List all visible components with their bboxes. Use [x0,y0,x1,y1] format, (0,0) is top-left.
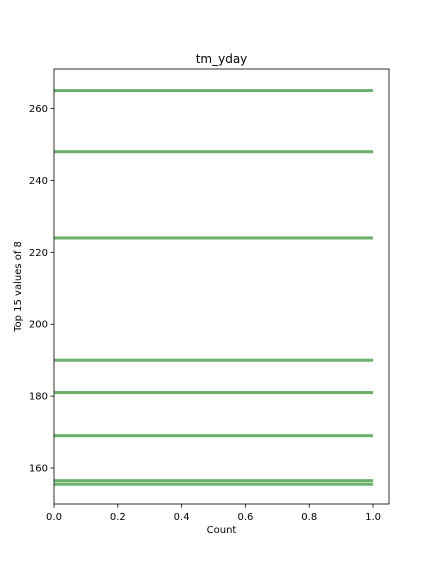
x-axis: 0.0 0.2 0.4 0.6 0.8 1.0 [46,504,381,523]
x-tick-label-4: 0.8 [301,512,317,523]
bar-5 [54,236,374,240]
x-tick-label-2: 0.4 [174,512,190,523]
y-tick-label-1: 180 [29,392,48,403]
y-tick-label-3: 220 [29,248,48,259]
bars-group [54,89,374,486]
y-axis-label: Top 15 values of 8 [13,241,24,333]
x-tick-label-1: 0.2 [110,512,126,523]
y-tick-label-0: 160 [29,464,48,475]
bar-2 [54,434,374,438]
bar-4 [54,358,374,362]
plot-frame [53,68,390,505]
y-tick-label-2: 200 [29,320,48,331]
x-axis-label: Count [207,525,237,536]
bar-3 [54,391,374,395]
x-tick-label-0: 0.0 [46,512,62,523]
bar-1 [54,479,374,483]
y-tick-label-4: 240 [29,176,48,187]
bar-7 [54,89,374,93]
chart-title: tm_yday [196,52,248,66]
y-tick-label-5: 260 [29,104,48,115]
x-tick-label-3: 0.6 [237,512,253,523]
x-tick-label-5: 1.0 [365,512,381,523]
y-axis: 160 180 200 220 240 260 [29,104,54,475]
bar-0 [54,482,374,486]
bar-6 [54,150,374,154]
